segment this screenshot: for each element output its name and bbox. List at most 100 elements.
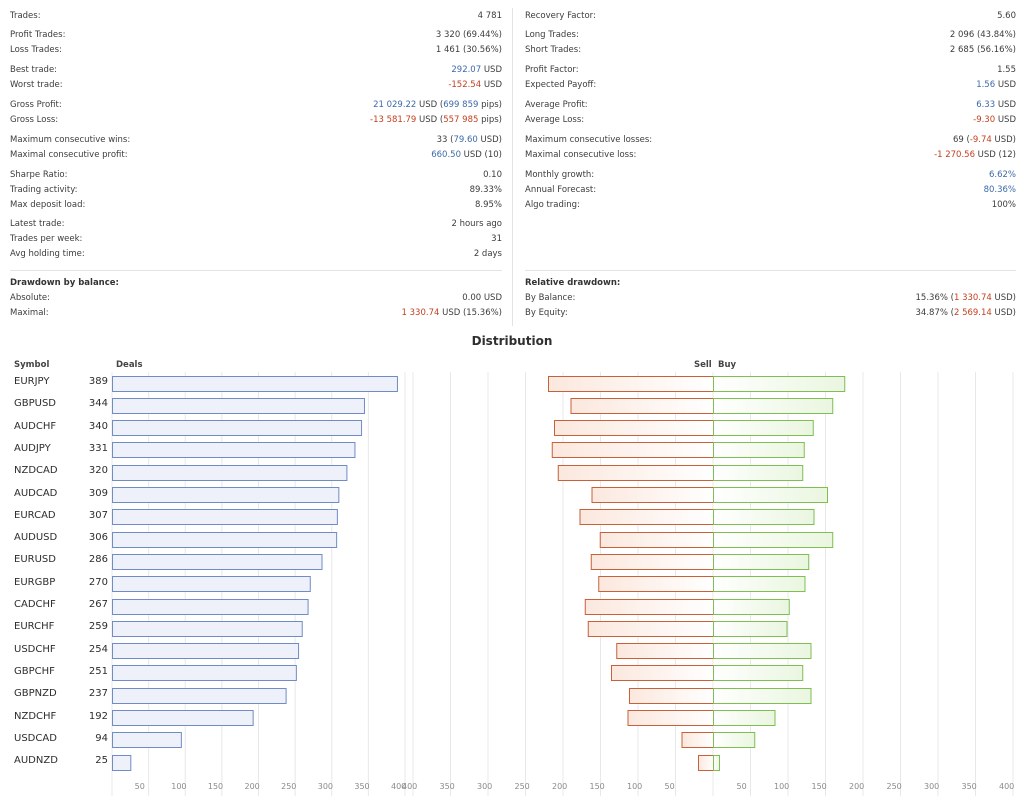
stat-row-annual-forecast: Annual Forecast: 80.36% (525, 183, 1016, 197)
buy-tick-label: 100 (774, 782, 790, 791)
symbol-label: AUDJPY (14, 442, 51, 454)
stat-value: -152.54 USD (448, 80, 502, 90)
deals-count: 254 (88, 643, 108, 655)
symbol-label: EURJPY (14, 376, 50, 387)
section-divider-left (10, 270, 502, 271)
stat-value: -13 581.79 USD (557 985 pips) (370, 115, 502, 125)
deals-count: 251 (88, 665, 108, 677)
stat-value: 80.36% (983, 185, 1016, 195)
sell-tick-label: 250 (514, 782, 530, 791)
buy-bar-eurgbp (713, 576, 806, 592)
buy-bar-gbpchf (713, 665, 804, 681)
deals-tick-label: 200 (244, 782, 260, 791)
deals-tick-label: 250 (281, 782, 297, 791)
sell-tick-label: 200 (552, 782, 568, 791)
stat-value: 1.56 USD (976, 80, 1016, 90)
symbol-label: AUDNZD (14, 755, 58, 767)
sell-bar-cadchf (584, 599, 714, 615)
buy-bar-nzdchf (713, 710, 776, 726)
sell-tick-label: 50 (664, 782, 675, 791)
deals-count: 344 (88, 398, 108, 410)
sell-header: Sell (694, 360, 712, 370)
stat-label: Loss Trades: (10, 45, 62, 55)
stat-value: 2 685 (56.16%) (949, 45, 1016, 55)
section-title: Drawdown by balance: (10, 278, 119, 288)
deals-bar-usdchf (112, 643, 300, 659)
buy-header: Buy (718, 360, 737, 370)
stat-row-worst-trade: Worst trade: -152.54 USD (10, 78, 502, 92)
deals-count: 270 (88, 576, 108, 588)
sell-bar-nzdcad (557, 465, 714, 481)
deals-bar-audcad (112, 487, 340, 503)
deals-count: 25 (95, 755, 108, 767)
sell-tick-label: 400 (402, 782, 418, 791)
section-title: Relative drawdown: (525, 278, 621, 288)
stat-label: Short Trades: (525, 45, 582, 55)
stat-row-trades-per-week: Trades per week: 31 (10, 232, 502, 246)
stat-value: 6.62% (988, 170, 1016, 180)
stat-row-monthly-growth: Monthly growth: 6.62% (525, 168, 1016, 182)
stat-value: 1.55 (997, 65, 1016, 75)
stat-label: Expected Payoff: (525, 80, 597, 90)
deals-bar-audjpy (112, 442, 356, 458)
stat-label: Gross Loss: (10, 115, 59, 125)
stat-row-best-trade: Best trade: 292.07 USD (10, 63, 502, 77)
stat-row-maximal-consecutive-loss: Maximal consecutive loss: -1 270.56 USD (… (525, 148, 1016, 162)
stat-label: Avg holding time: (10, 249, 85, 259)
symbol-label: GBPCHF (14, 665, 55, 677)
stat-label: Trading activity: (10, 185, 78, 195)
buy-bar-usdcad (713, 732, 756, 748)
deals-bar-audnzd (112, 755, 132, 771)
deals-bar-nzdchf (112, 710, 254, 726)
stat-value: 4 781 (477, 11, 502, 21)
symbol-label: EURCHF (14, 621, 55, 633)
sell-bar-usdchf (616, 643, 714, 659)
stat-label: Max deposit load: (10, 200, 86, 210)
deals-bar-gbpchf (112, 665, 297, 681)
stat-label: Trades per week: (10, 234, 83, 244)
stat-value: 8.95% (474, 200, 502, 210)
sell-bar-gbpusd (570, 398, 714, 414)
stat-label: Algo trading: (525, 200, 580, 210)
sell-bar-eurjpy (548, 376, 714, 392)
buy-bar-gbpnzd (713, 688, 812, 704)
symbol-label: AUDCHF (14, 420, 57, 432)
stat-row-maximal: Maximal: 1 330.74 USD (15.36%) (10, 306, 502, 320)
deals-count: 306 (88, 532, 108, 544)
sell-bar-gbpchf (611, 665, 714, 681)
sell-tick-label: 300 (477, 782, 493, 791)
buy-bar-audusd (713, 532, 834, 548)
stat-label: Average Profit: (525, 100, 588, 110)
stat-label: Annual Forecast: (525, 185, 597, 195)
symbol-label: EURCAD (14, 509, 56, 521)
stat-label: Maximal: (10, 308, 49, 318)
stat-row-trading-activity: Trading activity: 89.33% (10, 183, 502, 197)
stat-row-average-profit: Average Profit: 6.33 USD (525, 98, 1016, 112)
deals-count: 259 (88, 621, 108, 633)
stat-value: 69 (-9.74 USD) (952, 135, 1016, 145)
buy-tick-label: 300 (924, 782, 940, 791)
stat-row-latest-trade: Latest trade: 2 hours ago (10, 217, 502, 231)
symbol-label: NZDCHF (14, 710, 57, 722)
stat-row-maximal-consecutive-profit: Maximal consecutive profit: 660.50 USD (1… (10, 148, 502, 162)
stat-value: 1 461 (30.56%) (435, 45, 502, 55)
sell-tick-label: 350 (439, 782, 455, 791)
buy-bar-usdchf (713, 643, 812, 659)
stat-label: Worst trade: (10, 80, 63, 90)
stat-value: 2 days (473, 249, 502, 259)
buy-tick-label: 250 (886, 782, 902, 791)
buy-bar-audcad (713, 487, 828, 503)
stat-label: Latest trade: (10, 219, 65, 229)
stat-value: 31 (491, 234, 502, 244)
deals-count: 309 (88, 487, 108, 499)
buy-bar-audnzd (713, 755, 720, 771)
deals-tick-label: 50 (134, 782, 145, 791)
stat-row-short-trades: Short Trades: 2 685 (56.16%) (525, 43, 1016, 57)
sell-bar-eurgbp (598, 576, 714, 592)
stat-label: Gross Profit: (10, 100, 62, 110)
stat-value: 89.33% (469, 185, 502, 195)
deals-bar-eurjpy (112, 376, 398, 392)
deals-bar-audusd (112, 532, 338, 548)
stat-label: Long Trades: (525, 30, 579, 40)
